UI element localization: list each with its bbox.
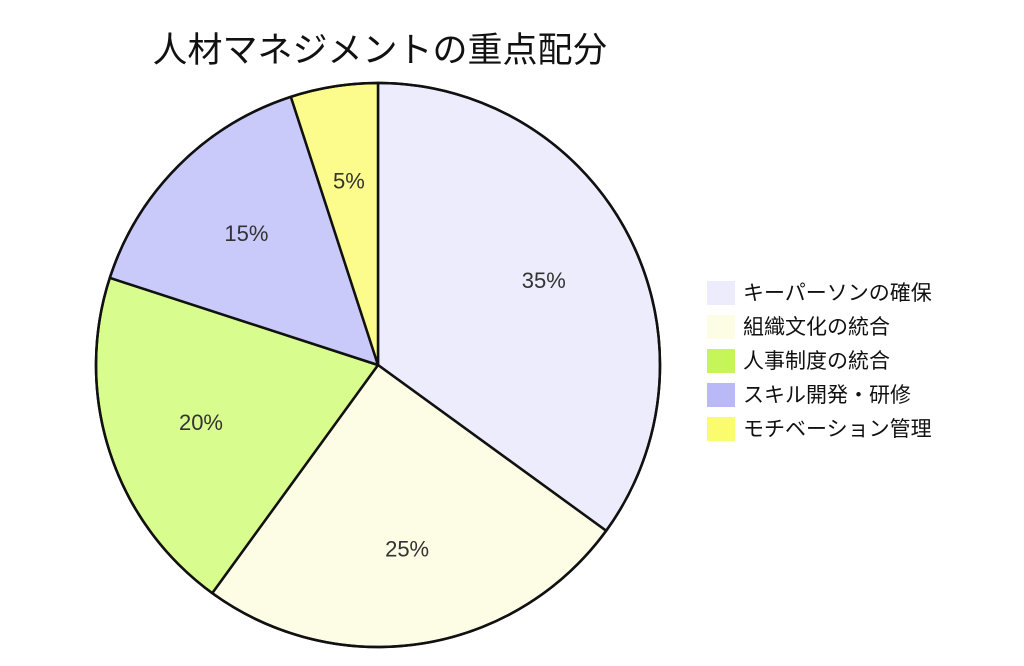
legend-swatch-5 [707,417,735,441]
legend-label-2: 組織文化の統合 [743,315,890,339]
legend-label-1: キーパーソンの確保 [743,281,932,305]
legend-label-4: スキル開発・研修 [743,383,911,407]
pie-slices [94,81,662,649]
legend-label-5: モチベーション管理 [743,417,932,441]
legend-label-3: 人事制度の統合 [743,349,890,373]
slice-1-value-label: 35% [522,268,566,293]
slice-3-value-label: 20% [179,410,223,435]
slice-2-value-label: 25% [385,536,429,561]
slice-labels: 35% 25% 20% 15% 5% [179,169,566,562]
legend-swatch-4 [707,383,735,407]
legend-swatch-1 [707,281,735,305]
legend-swatch-3 [707,349,735,373]
slice-4-value-label: 15% [224,221,268,246]
legend-swatch-2 [707,315,735,339]
pie-outline [94,81,662,649]
slice-5-value-label: 5% [333,169,365,194]
chart-title: 人材マネジメントの重点配分 [152,31,607,71]
